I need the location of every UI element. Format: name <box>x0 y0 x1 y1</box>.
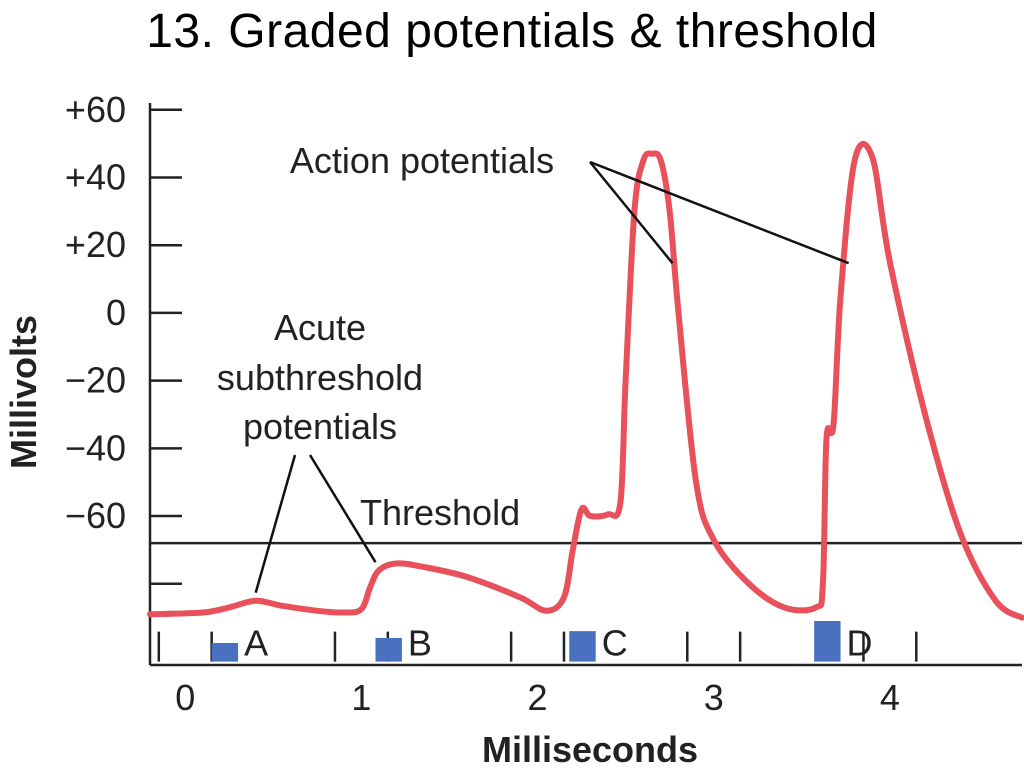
stimulus-bar-a <box>211 642 239 662</box>
subthreshold-pointer <box>254 454 297 594</box>
y-tick-label: −40 <box>65 427 126 468</box>
annotation-action-potentials: Action potentials <box>290 140 554 181</box>
stimulus-label-d: D <box>847 623 873 664</box>
stimulus-bar-c <box>569 631 596 662</box>
y-tick-label: +20 <box>65 224 126 265</box>
stimulus-layer: A B C D <box>157 620 918 664</box>
y-tick-label: −60 <box>65 495 126 536</box>
action-potentials-pointer <box>589 161 674 264</box>
axes-layer: +60 +40 +20 0 −20 −40 −60 0 1 2 3 4 <box>65 89 1022 718</box>
stimulus-bar-b <box>375 637 402 662</box>
x-tick-label: 4 <box>880 677 900 718</box>
annotation-layer: Action potentials Acute subthreshold pot… <box>217 140 850 594</box>
x-tick-label: 1 <box>351 677 371 718</box>
x-axis-title: Milliseconds <box>482 729 698 768</box>
page-title: 13. Graded potentials & threshold <box>146 5 878 58</box>
x-tick-label: 0 <box>175 677 195 718</box>
x-tick-label: 3 <box>704 677 724 718</box>
stimulus-label-b: B <box>408 623 432 664</box>
stimulus-label-a: A <box>244 623 268 664</box>
subthreshold-pointer <box>308 454 377 563</box>
stimulus-label-c: C <box>602 623 628 664</box>
action-potentials-pointer <box>589 160 850 265</box>
annotation-threshold: Threshold <box>360 492 520 533</box>
annotation-acute-line-2: subthreshold <box>217 357 423 398</box>
y-tick-label: −20 <box>65 360 126 401</box>
y-tick-label: +60 <box>65 89 126 130</box>
annotation-acute-line-1: Acute <box>274 307 366 348</box>
x-tick-label: 2 <box>528 677 548 718</box>
series-layer <box>147 140 1024 621</box>
stimulus-bar-d <box>814 620 841 662</box>
y-tick-label: +40 <box>65 156 126 197</box>
membrane-potential-line <box>147 140 1024 621</box>
y-tick-label: 0 <box>106 292 126 333</box>
y-axis-title: Millivolts <box>3 315 44 469</box>
annotation-acute-line-3: potentials <box>243 406 397 447</box>
